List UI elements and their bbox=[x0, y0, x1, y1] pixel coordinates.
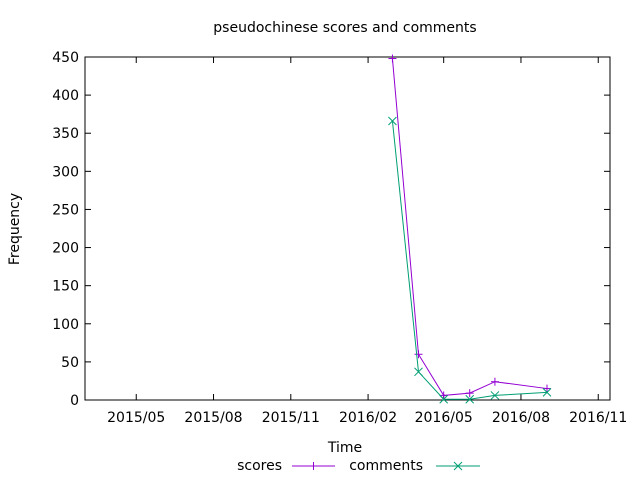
chart-title: pseudochinese scores and comments bbox=[213, 20, 476, 36]
series-line-comments bbox=[391, 120, 548, 400]
data-point-comments bbox=[490, 391, 500, 400]
data-point-scores bbox=[465, 389, 474, 398]
y-tick-label: 50 bbox=[61, 355, 79, 371]
legend-marker-comments bbox=[453, 461, 463, 471]
y-tick-label: 350 bbox=[52, 126, 79, 142]
y-tick-label: 200 bbox=[52, 241, 79, 257]
y-tick-label: 300 bbox=[52, 164, 79, 180]
plot-frame bbox=[84, 56, 611, 401]
series-layer bbox=[388, 54, 552, 404]
x-tick-label: 2016/08 bbox=[492, 410, 550, 426]
y-axis: 0 50 100 150 200 250 300 350 400 450 bbox=[52, 50, 610, 409]
y-axis-label: Frequency bbox=[7, 193, 23, 265]
y-tick-label: 0 bbox=[70, 393, 79, 409]
x-tick-label: 2015/11 bbox=[262, 410, 320, 426]
legend-marker-scores bbox=[309, 462, 318, 470]
legend-label-scores: scores bbox=[237, 458, 282, 474]
y-tick-label: 450 bbox=[52, 50, 79, 66]
series-line-scores bbox=[391, 58, 548, 396]
data-point-scores bbox=[414, 350, 423, 359]
y-tick-label: 250 bbox=[52, 202, 79, 218]
data-point-comments bbox=[465, 394, 475, 404]
x-axis: 2015/05 2015/08 2015/11 2016/02 2016/05 2016/… bbox=[107, 57, 627, 426]
y-tick-label: 150 bbox=[52, 279, 79, 295]
data-point-comments bbox=[439, 394, 449, 404]
data-point-scores bbox=[388, 54, 397, 63]
legend-label-comments: comments bbox=[349, 458, 423, 474]
x-tick-label: 2015/08 bbox=[184, 410, 242, 426]
x-tick-label: 2016/05 bbox=[415, 410, 473, 426]
data-point-scores bbox=[490, 377, 499, 386]
data-point-scores bbox=[439, 391, 448, 400]
x-tick-label: 2016/11 bbox=[569, 410, 627, 426]
x-axis-label: Time bbox=[327, 440, 362, 456]
legend: scores comments bbox=[237, 458, 480, 474]
data-point-scores bbox=[543, 384, 551, 393]
data-point-comments bbox=[414, 367, 423, 377]
y-tick-label: 100 bbox=[52, 317, 79, 333]
data-point-comments bbox=[542, 388, 552, 397]
x-tick-label: 2015/05 bbox=[107, 410, 165, 426]
x-tick-label: 2016/02 bbox=[339, 410, 397, 426]
y-tick-label: 400 bbox=[52, 88, 79, 104]
data-point-comments bbox=[388, 116, 397, 126]
